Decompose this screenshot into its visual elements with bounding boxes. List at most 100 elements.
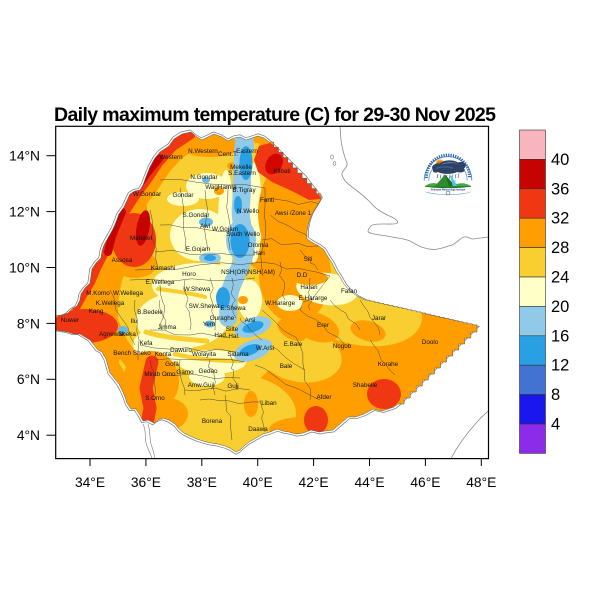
svg-text:10°N: 10°N	[9, 260, 40, 275]
svg-text:Erer: Erer	[317, 322, 329, 329]
svg-text:Fanti: Fanti	[260, 197, 274, 204]
svg-text:Gamo: Gamo	[176, 369, 194, 376]
svg-text:46°E: 46°E	[410, 475, 440, 490]
svg-text:Guraghe: Guraghe	[210, 315, 235, 322]
svg-text:44°E: 44°E	[354, 475, 384, 490]
svg-text:N.Western: N.Western	[188, 148, 218, 155]
svg-text:W.Wellega: W.Wellega	[113, 290, 143, 297]
svg-text:Fafan: Fafan	[341, 288, 358, 295]
svg-text:Daawa: Daawa	[248, 426, 268, 433]
svg-text:Sheka: Sheka	[118, 331, 136, 338]
svg-text:Dawuro: Dawuro	[170, 347, 192, 354]
svg-text:South Wello: South Wello	[226, 231, 260, 238]
svg-text:Konta: Konta	[155, 351, 172, 358]
svg-text:S.Gondar: S.Gondar	[183, 212, 210, 219]
svg-text:D.D: D.D	[297, 272, 308, 279]
svg-text:W.Gondar: W.Gondar	[133, 191, 161, 198]
svg-text:E.Wellega: E.Wellega	[146, 279, 175, 286]
svg-text:Eastern: Eastern	[236, 148, 258, 155]
svg-text:36: 36	[551, 180, 569, 198]
svg-text:48°E: 48°E	[466, 475, 496, 490]
svg-text:Gondar: Gondar	[172, 192, 193, 199]
svg-text:E.Bale: E.Bale	[284, 341, 303, 348]
svg-text:Bench Sheko: Bench Sheko	[113, 350, 151, 357]
svg-text:Bale: Bale	[280, 363, 293, 370]
svg-text:24: 24	[551, 269, 569, 287]
svg-text:20: 20	[551, 298, 569, 316]
svg-text:38°E: 38°E	[187, 475, 217, 490]
svg-text:Horo: Horo	[182, 271, 196, 278]
svg-text:Korahe: Korahe	[378, 361, 399, 368]
svg-text:Kamashi: Kamashi	[151, 265, 176, 272]
svg-text:42°E: 42°E	[299, 475, 329, 490]
svg-text:Nogob: Nogob	[333, 343, 352, 350]
svg-text:Oromia: Oromia	[248, 242, 269, 249]
svg-text:W.Shewa: W.Shewa	[184, 286, 211, 293]
svg-text:28: 28	[551, 239, 569, 257]
svg-text:Wolayita: Wolayita	[192, 351, 217, 358]
svg-text:40: 40	[551, 151, 569, 169]
svg-text:B.Bedele: B.Bedele	[137, 309, 163, 316]
svg-text:Western: Western	[159, 154, 183, 161]
svg-text:SW.Shewa: SW.Shewa	[189, 303, 220, 310]
svg-text:E.Hararge: E.Hararge	[299, 295, 328, 302]
svg-text:12: 12	[551, 357, 569, 375]
svg-text:Gofa: Gofa	[165, 361, 179, 368]
svg-text:Kilbati: Kilbati	[273, 168, 290, 175]
svg-text:Sidama: Sidama	[227, 351, 249, 358]
svg-text:Jimma: Jimma	[158, 324, 177, 331]
svg-text:Metekel: Metekel	[130, 235, 152, 242]
svg-text:E.Shewa: E.Shewa	[220, 305, 246, 312]
svg-text:Harari: Harari	[300, 284, 317, 291]
svg-text:Borena: Borena	[202, 418, 223, 425]
svg-text:Hal.: Hal.	[228, 333, 239, 340]
svg-text:14°N: 14°N	[9, 149, 40, 164]
svg-text:W.Arsi: W.Arsi	[256, 345, 274, 352]
svg-text:Yem: Yem	[203, 321, 215, 328]
svg-text:Cent.T.: Cent.T.	[218, 151, 238, 158]
svg-text:Daily maximum temperature (C): Daily maximum temperature (C) for 29-30 …	[54, 104, 496, 126]
svg-text:Guji: Guji	[227, 383, 238, 390]
svg-text:Ilu: Ilu	[131, 318, 138, 325]
svg-text:E.Gojam: E.Gojam	[186, 246, 211, 253]
svg-text:Kang: Kang	[89, 308, 104, 315]
svg-text:Arsi: Arsi	[245, 317, 256, 324]
svg-text:S.Eastern: S.Eastern	[228, 170, 256, 177]
svg-text:NSH(OR)NSH(AM): NSH(OR)NSH(AM)	[221, 269, 275, 276]
svg-text:Awi: Awi	[200, 223, 210, 230]
svg-text:Had.: Had.	[214, 332, 228, 339]
svg-text:Doolo: Doolo	[422, 339, 439, 346]
svg-text:S.Omo: S.Omo	[145, 395, 165, 402]
svg-text:WagHamra: WagHamra	[205, 184, 237, 191]
svg-text:M.Komo: M.Komo	[86, 290, 110, 297]
svg-text:Siti: Siti	[304, 256, 313, 263]
svg-text:6°N: 6°N	[17, 372, 40, 387]
svg-text:N.Wello: N.Wello	[237, 208, 259, 215]
svg-text:Shabelle: Shabelle	[353, 382, 378, 389]
svg-text:W.Hararge: W.Hararge	[265, 300, 296, 307]
svg-text:Mirab Omo: Mirab Omo	[144, 371, 176, 378]
svg-text:Assosa: Assosa	[112, 257, 133, 264]
svg-text:Ethiopian Meteorology Institut: Ethiopian Meteorology Institute	[431, 188, 466, 191]
svg-text:Jarar: Jarar	[372, 315, 386, 322]
svg-text:40°E: 40°E	[243, 475, 273, 490]
svg-text:W.Gojam: W.Gojam	[212, 226, 238, 233]
svg-text:Hari: Hari	[253, 250, 265, 257]
svg-text:Amw.Guji: Amw.Guji	[188, 382, 215, 389]
svg-text:Agnewak: Agnewak	[99, 331, 126, 338]
svg-text:8: 8	[551, 386, 560, 404]
svg-text:36°E: 36°E	[131, 475, 161, 490]
svg-text:Liban: Liban	[261, 400, 277, 407]
svg-text:4: 4	[551, 416, 560, 434]
svg-text:32: 32	[551, 210, 569, 228]
svg-text:N.Gondar: N.Gondar	[190, 174, 217, 181]
svg-text:Gedeo: Gedeo	[199, 368, 218, 375]
svg-text:K.Wellega: K.Wellega	[96, 300, 125, 307]
svg-text:Silte: Silte	[226, 326, 239, 333]
svg-text:Mekelle: Mekelle	[230, 164, 252, 171]
svg-text:Awsi /Zone 1: Awsi /Zone 1	[275, 210, 312, 217]
svg-text:34°E: 34°E	[75, 475, 105, 490]
svg-text:Nuwer: Nuwer	[61, 317, 79, 324]
svg-text:Kefa: Kefa	[140, 340, 153, 347]
svg-text:B.Tigray: B.Tigray	[232, 187, 256, 194]
